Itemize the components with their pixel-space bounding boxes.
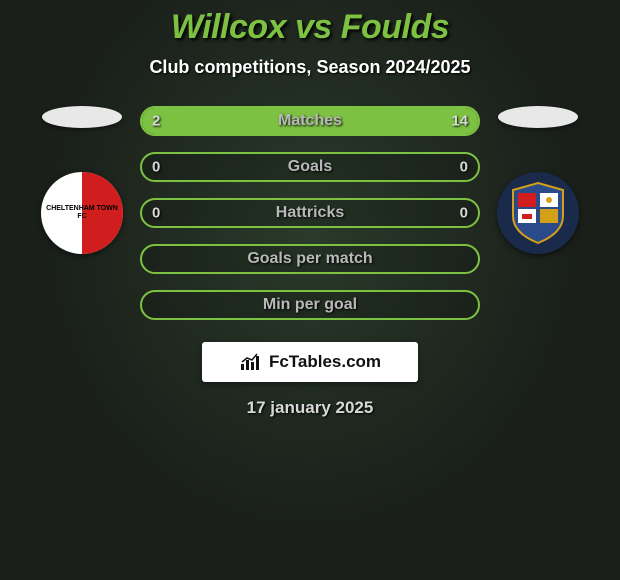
- right-player-col: [488, 106, 588, 254]
- stat-left-value: 0: [152, 205, 160, 222]
- stat-bars: 2 Matches 14 0 Goals 0 0 Hattricks 0: [140, 106, 480, 320]
- footer-date: 17 january 2025: [0, 398, 620, 418]
- page-title: Willcox vs Foulds: [0, 8, 620, 47]
- stat-right-value: 0: [460, 205, 468, 222]
- stat-label: Goals per match: [247, 250, 372, 268]
- stat-bar: 0 Hattricks 0: [140, 198, 480, 228]
- left-badge-label: CHELTENHAM TOWN FC: [41, 205, 123, 220]
- stat-right-value: 14: [451, 113, 468, 130]
- chart-icon: [239, 352, 265, 372]
- branding-text: FcTables.com: [269, 352, 381, 372]
- left-club-badge: CHELTENHAM TOWN FC: [41, 172, 123, 254]
- stat-label: Hattricks: [276, 204, 344, 222]
- bar-fill-left: [142, 108, 184, 134]
- subtitle: Club competitions, Season 2024/2025: [0, 57, 620, 78]
- stat-bar: 2 Matches 14: [140, 106, 480, 136]
- stat-bar: Min per goal: [140, 290, 480, 320]
- stat-right-value: 0: [460, 159, 468, 176]
- comparison-row: CHELTENHAM TOWN FC 2 Matches 14 0 Goals …: [0, 106, 620, 320]
- stat-bar: 0 Goals 0: [140, 152, 480, 182]
- stat-label: Goals: [288, 158, 332, 176]
- right-club-badge: [497, 172, 579, 254]
- stat-label: Min per goal: [263, 296, 357, 314]
- stat-left-value: 0: [152, 159, 160, 176]
- right-pill: [498, 106, 578, 128]
- left-player-col: CHELTENHAM TOWN FC: [32, 106, 132, 254]
- shield-icon: [503, 178, 573, 248]
- stat-bar: Goals per match: [140, 244, 480, 274]
- branding-badge: FcTables.com: [202, 342, 418, 382]
- stat-label: Matches: [278, 112, 342, 130]
- left-pill: [42, 106, 122, 128]
- stat-left-value: 2: [152, 113, 160, 130]
